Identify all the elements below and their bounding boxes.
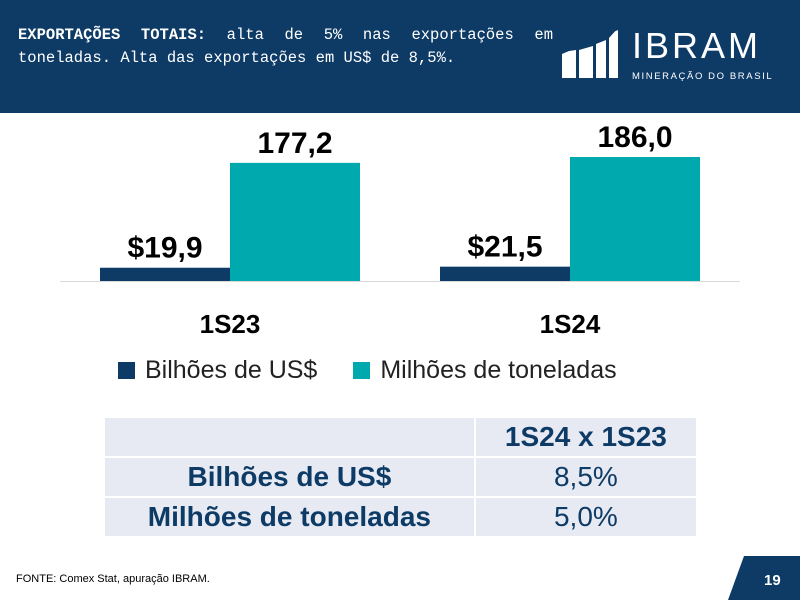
source-note: FONTE: Comex Stat, apuração IBRAM. — [16, 573, 210, 585]
legend-swatch-tons — [353, 362, 371, 379]
legend-label-usd: Bilhões de US$ — [145, 356, 318, 384]
ibram-logo-icon — [562, 26, 618, 78]
bar-tons — [570, 157, 700, 281]
bar-chart: $19,9 177,2 1S23 $21,5 186,0 1S24 — [60, 121, 740, 339]
table-header-cell: 1S24 x 1S23 — [473, 416, 699, 458]
legend-item-usd: Bilhões de US$ — [118, 356, 317, 385]
legend-item-tons: Milhões de toneladas — [353, 356, 617, 385]
table-header-row: 1S24 x 1S23 — [103, 416, 699, 458]
header-title-bold: EXPORTAÇÕES TOTAIS: — [18, 26, 207, 44]
table-header-empty — [103, 416, 476, 458]
legend-label-tons: Milhões de toneladas — [380, 356, 617, 384]
table-row: Bilhões de US$ 8,5% — [103, 456, 699, 498]
header-title-rest: alta de 5% nas exportações em toneladas.… — [18, 26, 553, 67]
data-label: $19,9 — [127, 232, 202, 265]
logo-subtitle: MINERAÇÃO DO BRASIL — [632, 71, 774, 82]
comparison-table: 1S24 x 1S23 Bilhões de US$ 8,5% Milhões … — [103, 416, 699, 538]
bar-usd — [100, 267, 230, 281]
table-row-label: Bilhões de US$ — [103, 456, 476, 498]
page-number: 19 — [764, 572, 781, 589]
data-label: 186,0 — [597, 121, 672, 154]
table-row: Milhões de toneladas 5,0% — [103, 496, 699, 538]
header-text: EXPORTAÇÕES TOTAIS: alta de 5% nas expor… — [18, 24, 553, 70]
data-label: $21,5 — [467, 231, 542, 264]
table-row-value: 5,0% — [473, 496, 699, 538]
logo-name: IBRAM — [632, 25, 762, 66]
category-label: 1S24 — [540, 309, 601, 339]
page-number-tab — [728, 556, 800, 600]
data-label: 177,2 — [257, 127, 332, 160]
header-banner: EXPORTAÇÕES TOTAIS: alta de 5% nas expor… — [0, 0, 800, 113]
table-row-label: Milhões de toneladas — [103, 496, 476, 538]
bar-usd — [440, 266, 570, 281]
chart-legend: Bilhões de US$ Milhões de toneladas — [118, 356, 653, 385]
category-label: 1S23 — [200, 309, 261, 339]
legend-swatch-usd — [118, 362, 135, 379]
table-row-value: 8,5% — [473, 456, 699, 498]
bar-tons — [230, 162, 360, 281]
